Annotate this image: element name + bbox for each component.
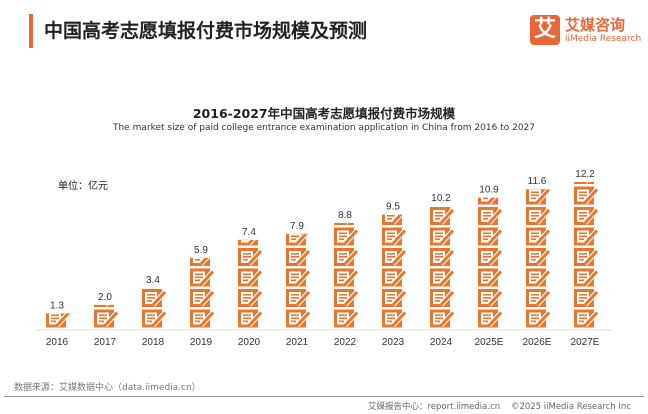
logo-text-en: iiMedia Research: [565, 34, 642, 44]
data-label-2021: 7.9: [290, 221, 304, 232]
x-tick-2018: 2018: [142, 337, 165, 348]
x-tick-2027E: 2027E: [571, 337, 600, 348]
x-tick-2024: 2024: [430, 337, 453, 348]
x-tick-2022: 2022: [334, 337, 357, 348]
x-tick-2016: 2016: [46, 337, 69, 348]
data-label-2022: 8.8: [338, 210, 352, 221]
chart-title: 2016-2027年中国高考志愿填报付费市场规模: [192, 106, 456, 121]
bar-2026E: [526, 189, 552, 329]
bar-2024: [430, 206, 456, 329]
copyright: ©2025 iiMedia Research Inc: [510, 402, 631, 412]
chart-subtitle: The market size of paid college entrance…: [112, 123, 535, 133]
x-tick-2021: 2021: [286, 337, 309, 348]
x-tick-2020: 2020: [238, 337, 261, 348]
bar-2017: [94, 304, 120, 329]
data-label-2026E: 11.6: [528, 176, 547, 187]
bar-2020: [238, 239, 264, 329]
data-label-2025E: 10.9: [479, 185, 499, 196]
bar-2019: [190, 257, 216, 329]
title-accent-bar: [29, 14, 33, 48]
data-label-2018: 3.4: [146, 275, 160, 286]
footer-info: 艾媒报告中心：report.iimedia.cn ©2025 iiMedia R…: [368, 400, 631, 412]
bar-2018: [142, 288, 168, 329]
data-label-2024: 10.2: [431, 193, 451, 204]
bar-2027E: [574, 182, 600, 329]
logo-text-cn: 艾媒咨询: [565, 16, 626, 34]
bar-2022: [334, 222, 360, 329]
logo-mark: 艾: [530, 15, 560, 45]
x-tick-2023: 2023: [382, 337, 405, 348]
unit-label: 单位：亿元: [58, 181, 108, 192]
data-label-2023: 9.5: [386, 202, 400, 213]
data-label-2020: 7.4: [242, 227, 256, 238]
x-tick-2026E: 2026E: [523, 337, 552, 348]
data-label-2019: 5.9: [194, 245, 208, 256]
report-center: 艾媒报告中心：report.iimedia.cn: [368, 402, 501, 412]
data-label-2027E: 12.2: [575, 169, 595, 180]
footer-divider: [4, 396, 644, 397]
bar-2025E: [478, 197, 504, 329]
x-tick-2025E: 2025E: [475, 337, 504, 348]
bar-2016: [46, 313, 72, 329]
x-tick-2019: 2019: [190, 337, 213, 348]
x-tick-2017: 2017: [94, 337, 117, 348]
bar-2023: [382, 214, 408, 329]
data-label-2016: 1.3: [50, 300, 64, 311]
bar-2021: [286, 233, 312, 329]
data-label-2017: 2.0: [98, 292, 112, 303]
data-source: 数据来源：艾媒数据中心（data.iimedia.cn）: [14, 383, 201, 393]
page-title: 中国高考志愿填报付费市场规模及预测: [44, 20, 368, 42]
